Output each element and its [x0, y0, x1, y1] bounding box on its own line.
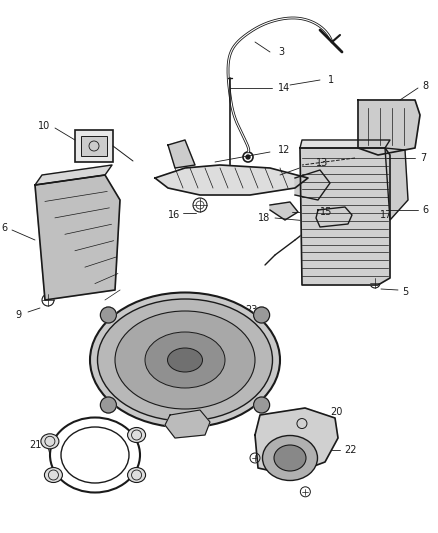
Text: 16: 16 — [168, 210, 180, 220]
Circle shape — [100, 397, 117, 413]
Polygon shape — [316, 207, 352, 227]
Text: 3: 3 — [278, 47, 284, 57]
Ellipse shape — [262, 435, 318, 481]
Text: 18: 18 — [258, 213, 270, 223]
Polygon shape — [358, 100, 420, 155]
Ellipse shape — [41, 434, 59, 449]
Text: 10: 10 — [38, 121, 50, 131]
Circle shape — [100, 307, 117, 323]
Polygon shape — [35, 165, 112, 185]
Polygon shape — [35, 175, 120, 300]
Text: 7: 7 — [420, 153, 426, 163]
Text: 23: 23 — [245, 305, 258, 315]
Ellipse shape — [90, 293, 280, 427]
Text: 14: 14 — [278, 83, 290, 93]
Ellipse shape — [115, 311, 255, 409]
Text: 20: 20 — [330, 407, 343, 417]
Text: 6: 6 — [422, 205, 428, 215]
Text: 22: 22 — [344, 445, 357, 455]
Polygon shape — [300, 148, 390, 285]
Polygon shape — [385, 148, 408, 220]
Ellipse shape — [50, 417, 140, 492]
Ellipse shape — [145, 332, 225, 388]
Ellipse shape — [61, 427, 129, 483]
Polygon shape — [270, 202, 298, 220]
Ellipse shape — [127, 467, 145, 482]
Text: 6: 6 — [2, 223, 8, 233]
Ellipse shape — [127, 427, 145, 442]
Text: 17: 17 — [380, 210, 392, 220]
Text: 8: 8 — [422, 81, 428, 91]
Polygon shape — [300, 140, 390, 148]
Ellipse shape — [167, 348, 202, 372]
Text: 13: 13 — [316, 158, 328, 168]
Text: 12: 12 — [278, 145, 290, 155]
Bar — [75, 130, 113, 162]
Text: 15: 15 — [320, 207, 332, 217]
Ellipse shape — [44, 467, 63, 482]
Text: 1: 1 — [328, 75, 334, 85]
Polygon shape — [168, 140, 195, 168]
Circle shape — [254, 397, 270, 413]
Text: 9: 9 — [16, 310, 22, 320]
Ellipse shape — [98, 299, 272, 421]
Polygon shape — [255, 408, 338, 475]
Polygon shape — [155, 165, 308, 195]
Bar — [81, 136, 107, 156]
Polygon shape — [165, 410, 210, 438]
Ellipse shape — [274, 445, 306, 471]
Circle shape — [246, 155, 250, 159]
Text: 5: 5 — [402, 287, 408, 297]
Circle shape — [254, 307, 270, 323]
Text: 21: 21 — [30, 440, 42, 450]
Polygon shape — [295, 170, 330, 200]
